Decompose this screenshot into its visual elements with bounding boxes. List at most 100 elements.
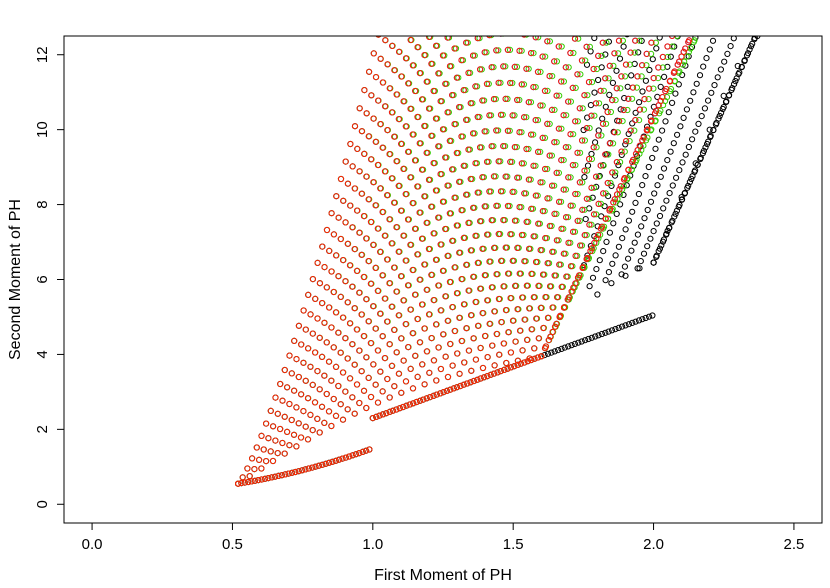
scatter-point bbox=[530, 131, 537, 138]
scatter-point bbox=[482, 332, 489, 340]
scatter-point bbox=[372, 381, 379, 388]
scatter-point bbox=[638, 37, 645, 45]
scatter-point bbox=[383, 410, 390, 417]
scatter-point bbox=[616, 186, 623, 193]
scatter-point bbox=[335, 214, 342, 221]
scatter-point bbox=[426, 105, 433, 112]
scatter-point bbox=[474, 259, 481, 266]
scatter-point bbox=[325, 459, 333, 466]
scatter-point bbox=[624, 106, 631, 114]
scatter-point bbox=[442, 225, 449, 233]
scatter-point bbox=[458, 276, 465, 283]
scatter-point bbox=[717, 66, 725, 73]
scatter-point bbox=[611, 50, 618, 57]
scatter-point bbox=[353, 381, 361, 388]
scatter-point bbox=[698, 113, 705, 120]
scatter-point bbox=[342, 278, 349, 285]
scatter-point bbox=[523, 114, 530, 121]
scatter-point bbox=[391, 383, 398, 390]
scatter-point bbox=[425, 245, 433, 253]
scatter-point bbox=[360, 273, 367, 281]
scatter-point bbox=[591, 239, 598, 246]
scatter-point bbox=[458, 337, 465, 345]
scatter-point bbox=[376, 412, 383, 419]
scatter-point bbox=[568, 342, 575, 349]
scatter-point bbox=[281, 413, 288, 420]
scatter-point bbox=[477, 66, 484, 73]
scatter-point bbox=[579, 105, 586, 112]
scatter-point bbox=[674, 61, 681, 68]
scatter-point bbox=[576, 105, 583, 112]
scatter-point bbox=[314, 368, 321, 375]
scatter-point bbox=[402, 321, 409, 328]
scatter-point bbox=[363, 110, 370, 117]
scatter-point bbox=[507, 295, 514, 302]
scatter-point bbox=[255, 477, 262, 484]
x-axis-title: First Moment of PH bbox=[374, 567, 512, 584]
scatter-point bbox=[297, 434, 305, 441]
scatter-point bbox=[393, 406, 400, 413]
scatter-point bbox=[724, 50, 731, 58]
scatter-point bbox=[407, 241, 414, 248]
scatter-point bbox=[419, 361, 426, 368]
scatter-point bbox=[568, 288, 575, 295]
scatter-point bbox=[502, 244, 509, 251]
scatter-point bbox=[596, 257, 603, 264]
scatter-point bbox=[619, 323, 626, 330]
scatter-point bbox=[619, 235, 626, 242]
scatter-point bbox=[460, 162, 467, 169]
scatter-point bbox=[527, 99, 535, 106]
scatter-point bbox=[328, 324, 335, 331]
scatter-point bbox=[585, 256, 592, 263]
scatter-point bbox=[500, 143, 507, 150]
scatter-point bbox=[632, 199, 639, 206]
scatter-point bbox=[307, 311, 314, 318]
scatter-point bbox=[363, 404, 370, 412]
scatter-point bbox=[656, 36, 663, 41]
scatter-point bbox=[439, 198, 447, 205]
y-axis-title: Second Moment of PH bbox=[7, 199, 24, 360]
scatter-point bbox=[558, 225, 565, 232]
scatter-point bbox=[370, 361, 377, 368]
scatter-point bbox=[377, 368, 384, 375]
scatter-point bbox=[639, 62, 646, 69]
scatter-point bbox=[405, 148, 412, 155]
scatter-point bbox=[625, 130, 632, 137]
scatter-point bbox=[295, 420, 302, 427]
scatter-point bbox=[258, 432, 265, 439]
scatter-point bbox=[541, 87, 549, 95]
scatter-point bbox=[743, 52, 751, 59]
scatter-point bbox=[646, 313, 653, 320]
scatter-point bbox=[446, 210, 453, 217]
scatter-point bbox=[398, 389, 405, 396]
scatter-point bbox=[246, 473, 253, 480]
scatter-point bbox=[335, 273, 342, 280]
scatter-point bbox=[612, 97, 619, 104]
scatter-point bbox=[549, 304, 556, 311]
scatter-point bbox=[515, 174, 523, 181]
scatter-point bbox=[537, 247, 544, 254]
scatter-point bbox=[410, 400, 417, 407]
scatter-point bbox=[442, 154, 449, 161]
scatter-point bbox=[453, 384, 461, 391]
scatter-point bbox=[474, 189, 481, 196]
scatter-point bbox=[332, 412, 340, 419]
scatter-point bbox=[347, 202, 354, 209]
scatter-point bbox=[680, 114, 687, 122]
scatter-point bbox=[386, 341, 393, 348]
scatter-point bbox=[572, 118, 579, 125]
scatter-point bbox=[474, 36, 481, 42]
scatter-point bbox=[349, 341, 356, 348]
scatter-point bbox=[663, 85, 670, 93]
scatter-point bbox=[567, 263, 575, 270]
scatter-point bbox=[456, 178, 463, 185]
scatter-point bbox=[548, 152, 556, 159]
scatter-point bbox=[302, 377, 309, 384]
scatter-point bbox=[595, 76, 602, 84]
scatter-point bbox=[669, 36, 676, 39]
scatter-point bbox=[449, 304, 456, 311]
scatter-point bbox=[529, 205, 537, 212]
scatter-point bbox=[623, 182, 630, 189]
scatter-point bbox=[635, 317, 643, 324]
